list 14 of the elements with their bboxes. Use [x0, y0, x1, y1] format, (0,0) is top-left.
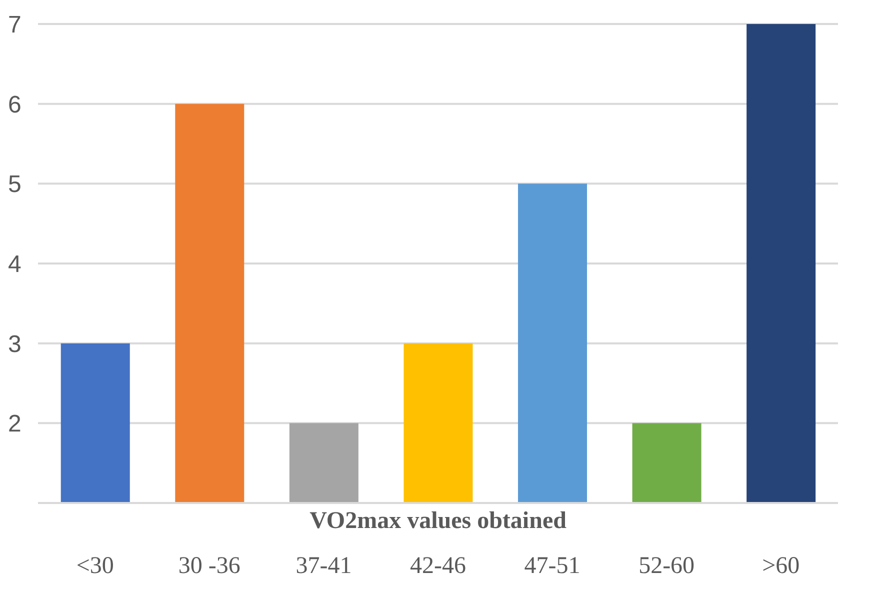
x-tick-label: >60 [762, 553, 800, 579]
y-tick-label: 2 [8, 410, 22, 438]
x-tick-label: <30 [76, 553, 114, 579]
y-tick-label: 5 [8, 171, 22, 198]
x-tick-label: 30 -36 [178, 553, 240, 579]
x-tick-label: 37-41 [296, 553, 352, 579]
y-tick-label: 7 [8, 12, 22, 39]
y-tick-label: 6 [8, 91, 22, 118]
y-tick-label: 4 [8, 251, 22, 278]
x-tick-label: 42-46 [410, 553, 466, 579]
y-tick-label: 3 [8, 330, 22, 358]
x-axis-title: VO2max values obtained [310, 508, 568, 534]
x-tick-label: 47-51 [524, 553, 580, 579]
x-tick-label: 52-60 [638, 553, 695, 579]
